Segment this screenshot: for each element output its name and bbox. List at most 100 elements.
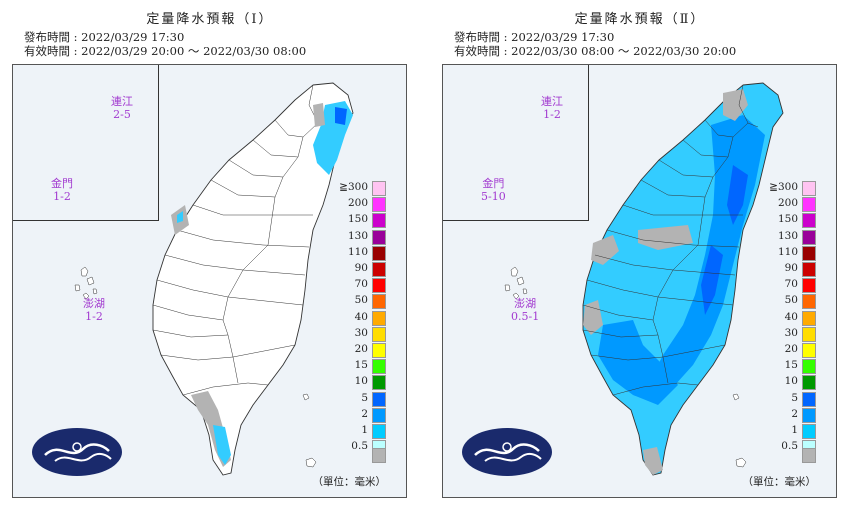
legend-swatch bbox=[372, 294, 386, 310]
legend-label: 40 bbox=[784, 310, 798, 323]
legend-swatch bbox=[802, 294, 816, 310]
legend-swatch bbox=[802, 213, 816, 229]
panel-title: 定量降水預報（Ⅱ） bbox=[574, 12, 706, 27]
legend-swatch bbox=[802, 310, 816, 326]
legend-swatch bbox=[372, 375, 386, 391]
legend-label: 1 bbox=[361, 424, 368, 436]
legend-label: ≧300 bbox=[339, 181, 368, 193]
rain-area-east-heavy bbox=[727, 165, 748, 225]
legend-label: 130 bbox=[777, 229, 798, 242]
legend-label: 5 bbox=[791, 391, 798, 404]
legend-swatch bbox=[802, 407, 816, 423]
penghu-islands bbox=[74, 266, 98, 300]
green-island bbox=[732, 393, 740, 401]
label-penghu: 澎湖 0.5-1 bbox=[511, 297, 540, 323]
legend-label: 5 bbox=[361, 391, 368, 404]
legend-swatch bbox=[802, 343, 816, 358]
map-frame: 連江 1-2 金門 5-10 澎湖 0.5-1 ≧300 200 150 130 110… bbox=[442, 64, 837, 498]
valid-time: 有效時間 : 2022/03/30 08:00 ～ 2022/03/30 20:… bbox=[454, 44, 737, 58]
label-penghu: 澎湖 1-2 bbox=[83, 297, 105, 323]
legend-swatch bbox=[802, 375, 816, 391]
legend-label: 2 bbox=[791, 407, 798, 420]
legend-label: 130 bbox=[347, 229, 368, 242]
cwb-logo bbox=[462, 428, 552, 476]
legend-label: 0.5 bbox=[351, 440, 368, 453]
legend-swatch bbox=[372, 326, 386, 342]
forecast-panel-1: 定量降水預報（Ⅰ） 發布時間 : 2022/03/29 17:30 有效時間 :… bbox=[0, 0, 420, 521]
legend-swatch bbox=[372, 343, 386, 358]
issued-time: 發布時間 : 2022/03/29 17:30 bbox=[24, 30, 185, 44]
penghu-islands bbox=[504, 266, 528, 300]
county-boundaries bbox=[582, 84, 759, 396]
no-rain-area-north bbox=[723, 89, 748, 121]
legend-label: 110 bbox=[777, 245, 798, 258]
legend-label: 150 bbox=[777, 213, 798, 226]
legend-label: 15 bbox=[354, 359, 368, 372]
rain-area-southwest bbox=[598, 320, 678, 405]
lanyu-island bbox=[735, 457, 747, 468]
legend-label: 0.5 bbox=[781, 440, 798, 453]
legend-label: 10 bbox=[354, 375, 368, 388]
legend-label: 40 bbox=[354, 310, 368, 323]
legend-swatch bbox=[802, 245, 816, 261]
legend-swatch bbox=[802, 181, 816, 196]
legend-label: 15 bbox=[784, 359, 798, 372]
legend-label: 110 bbox=[347, 245, 368, 258]
legend-swatch bbox=[372, 359, 386, 375]
no-rain-area-north bbox=[313, 103, 325, 127]
legend-swatch bbox=[372, 245, 386, 261]
legend-label: 10 bbox=[784, 375, 798, 388]
legend-swatch bbox=[372, 407, 386, 423]
legend-swatch bbox=[802, 326, 816, 342]
rain-area-northeast-heavy bbox=[335, 107, 347, 125]
legend-swatch bbox=[372, 229, 386, 245]
legend-swatch bbox=[372, 262, 386, 277]
legend-label: 20 bbox=[354, 343, 368, 355]
legend-label: 90 bbox=[784, 262, 798, 274]
legend-swatch bbox=[372, 310, 386, 326]
legend-label: 2 bbox=[361, 407, 368, 420]
legend-label: 70 bbox=[354, 278, 368, 291]
cwb-logo bbox=[32, 428, 122, 476]
lanyu-island bbox=[305, 457, 317, 468]
unit-label: （單位：毫米） bbox=[312, 476, 387, 488]
no-rain-area-west-1 bbox=[591, 235, 619, 265]
legend-swatch bbox=[372, 197, 386, 213]
offshore-islands-inset bbox=[13, 65, 159, 221]
legend-label: 90 bbox=[354, 262, 368, 274]
legend-label: 200 bbox=[777, 197, 798, 210]
issued-time: 發布時間 : 2022/03/29 17:30 bbox=[454, 30, 615, 44]
legend-swatch bbox=[372, 278, 386, 294]
legend-swatch bbox=[372, 391, 386, 407]
legend-swatch bbox=[802, 424, 816, 439]
legend-swatch bbox=[802, 359, 816, 375]
rain-area-mountain-heavy bbox=[701, 245, 723, 315]
county-boundaries bbox=[152, 84, 329, 396]
map-frame: 連江 2-5 金門 1-2 澎湖 1-2 ≧300 200 150 130 110 90 7… bbox=[12, 64, 407, 498]
legend-swatch bbox=[372, 181, 386, 196]
unit-label: （單位：毫米） bbox=[742, 476, 817, 488]
legend-label: 1 bbox=[791, 424, 798, 436]
legend-swatch bbox=[802, 391, 816, 407]
legend-label: 50 bbox=[354, 294, 368, 307]
legend-swatch bbox=[802, 229, 816, 245]
legend-swatch-no-rain bbox=[802, 448, 816, 464]
legend-label: 70 bbox=[784, 278, 798, 291]
label-kinmen: 金門 5-10 bbox=[481, 177, 506, 203]
legend-swatch bbox=[372, 213, 386, 229]
legend-label: 150 bbox=[347, 213, 368, 226]
legend-swatch bbox=[802, 197, 816, 213]
no-rain-area-west-3 bbox=[583, 300, 603, 335]
rain-area-west bbox=[177, 211, 183, 223]
label-lienchiang: 連江 2-5 bbox=[111, 95, 133, 121]
legend-swatch bbox=[802, 262, 816, 277]
label-kinmen: 金門 1-2 bbox=[51, 177, 73, 203]
legend-label: 20 bbox=[784, 343, 798, 355]
legend-label: 30 bbox=[354, 326, 368, 339]
legend-swatch bbox=[802, 278, 816, 294]
taiwan-landmass bbox=[152, 82, 354, 476]
legend-label: 50 bbox=[784, 294, 798, 307]
offshore-islands-inset bbox=[443, 65, 589, 221]
legend-label: 30 bbox=[784, 326, 798, 339]
rain-area-south bbox=[213, 425, 231, 465]
